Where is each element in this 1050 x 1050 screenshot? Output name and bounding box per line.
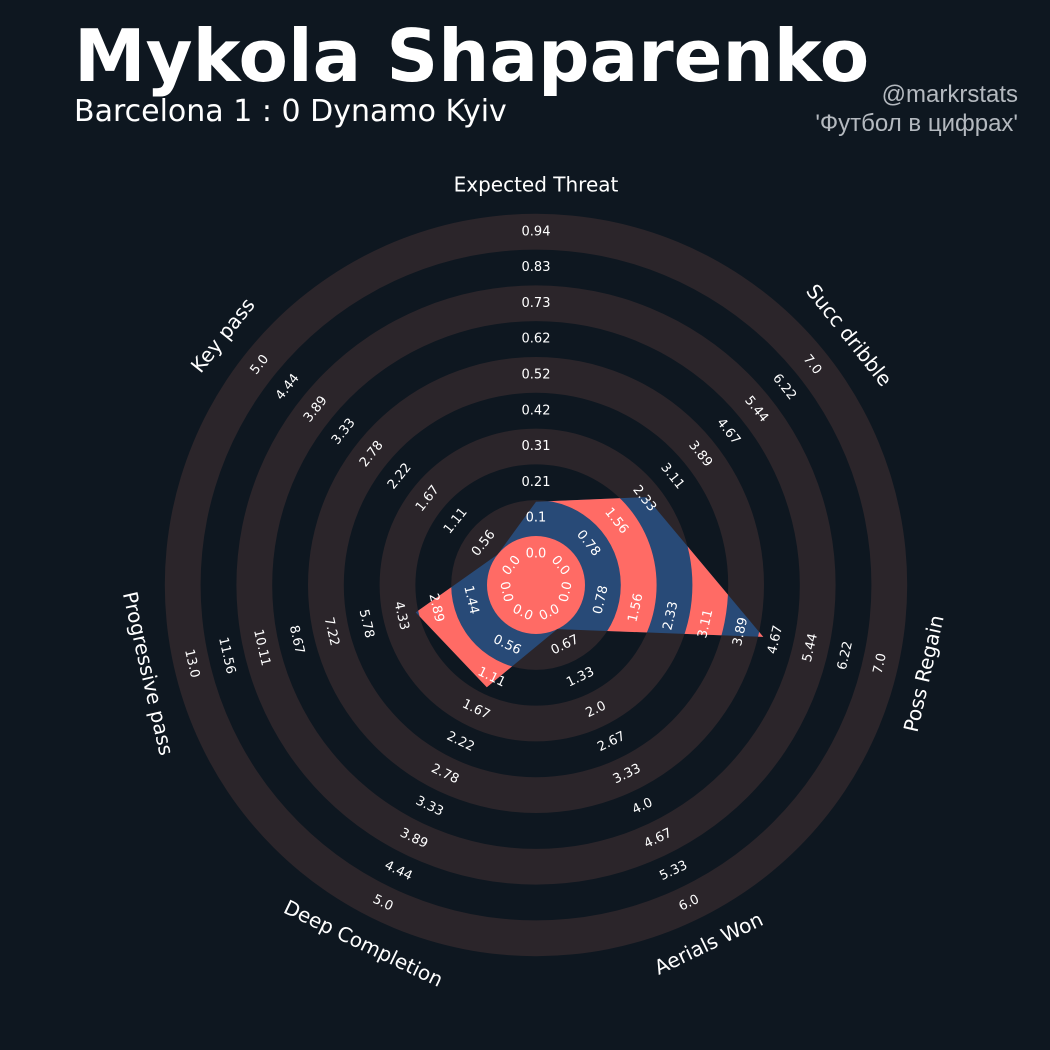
tick-label: 0.1 (526, 511, 547, 526)
tick-label: 0.83 (522, 260, 551, 275)
tick-label: 3.11 (695, 608, 716, 640)
polygon-stripe-center (487, 536, 585, 634)
tick-label: 1.33 (564, 664, 597, 690)
tick-label: 3.11 (657, 460, 687, 492)
tick-label: 2.22 (444, 729, 477, 755)
tick-label: 1.56 (625, 592, 646, 624)
tick-label: 3.89 (730, 616, 751, 648)
tick-label: 0.0 (496, 580, 515, 604)
tick-label: 5.78 (356, 608, 377, 640)
tick-label: 7.0 (871, 652, 890, 676)
tick-label: 0.31 (522, 439, 551, 454)
credit-caption: 'Футбол в цифрах' (815, 110, 1018, 137)
tick-label: 3.33 (329, 416, 359, 448)
tick-label: 4.0 (630, 795, 655, 817)
tick-label: 7.22 (321, 616, 342, 648)
player-name-title: Mykola Shaparenko (74, 14, 870, 98)
tick-label: 1.44 (460, 584, 481, 616)
tick-label: 0.21 (522, 475, 551, 490)
tick-label: 2.67 (595, 729, 628, 755)
tick-label: 2.22 (385, 460, 415, 492)
tick-label: 8.67 (286, 624, 307, 656)
tick-label: 4.33 (391, 600, 412, 632)
player-polygon (415, 497, 764, 688)
tick-labels: 0.0 0.1 0.21 0.31 0.42 0.52 0.62 0.73 0.83 0.94 0.… (181, 224, 890, 914)
tick-label: 13.0 (181, 648, 202, 680)
player-polygon-layer (415, 497, 764, 688)
tick-label: 0.73 (522, 296, 551, 311)
tick-label: 3.33 (413, 793, 446, 819)
param-label: Poss Regain (899, 613, 949, 735)
tick-label: 0.0 (557, 580, 576, 604)
tick-label: 11.56 (215, 636, 238, 676)
tick-label: 4.67 (713, 416, 743, 448)
tick-label: 5.44 (800, 632, 821, 664)
tick-label: 0.78 (591, 584, 612, 616)
credit-handle: @markrstats (881, 81, 1018, 108)
tick-label: 4.44 (382, 858, 415, 884)
tick-label: 6.22 (835, 640, 856, 672)
tick-label: 6.22 (769, 371, 799, 403)
tick-label: 0.42 (522, 403, 551, 418)
tick-label: 5.33 (657, 858, 690, 884)
tick-label: 0.52 (522, 368, 551, 383)
tick-label: 0.94 (522, 224, 551, 239)
tick-label: 0.62 (522, 332, 551, 347)
tick-label: 4.67 (765, 624, 786, 656)
match-subtitle: Barcelona 1 : 0 Dynamo Kyiv (74, 94, 507, 129)
tick-label: 1.11 (441, 505, 471, 537)
tick-label: 2.33 (660, 600, 681, 632)
param-label: Expected Threat (454, 172, 619, 196)
tick-label: 0.0 (526, 547, 547, 562)
tick-label: 4.44 (273, 371, 303, 403)
tick-label: 2.89 (425, 592, 446, 624)
